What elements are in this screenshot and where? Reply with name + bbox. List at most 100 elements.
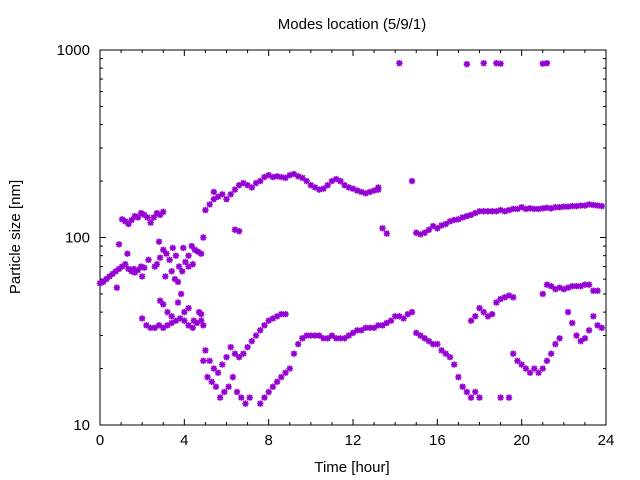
data-point	[160, 324, 167, 331]
data-point	[408, 177, 416, 185]
data-point	[400, 315, 407, 322]
data-point	[510, 205, 517, 213]
data-point	[198, 250, 205, 257]
data-point	[273, 313, 281, 320]
data-point	[324, 335, 331, 342]
data-point	[539, 60, 546, 67]
data-point	[155, 238, 163, 245]
data-point	[169, 244, 176, 252]
data-point	[115, 241, 123, 248]
data-point	[379, 322, 386, 329]
data-point	[311, 184, 319, 191]
data-point	[273, 378, 281, 385]
data-point	[307, 332, 315, 339]
data-point	[240, 179, 247, 187]
data-point	[214, 193, 222, 200]
x-tick-label: 16	[429, 432, 446, 449]
data-point	[497, 394, 504, 401]
data-point	[113, 284, 121, 291]
data-point	[505, 292, 513, 299]
data-point	[174, 299, 182, 306]
x-tick-label: 24	[598, 432, 615, 449]
data-point	[564, 203, 572, 210]
data-point	[417, 231, 424, 238]
data-point	[278, 373, 285, 381]
data-point	[337, 335, 344, 342]
data-point	[522, 365, 530, 372]
data-point	[442, 220, 449, 228]
data-point	[103, 275, 110, 283]
data-point	[115, 265, 123, 273]
data-point	[307, 182, 315, 189]
data-point	[581, 335, 589, 342]
data-point	[246, 394, 253, 401]
data-point	[573, 332, 580, 339]
data-point	[191, 246, 199, 253]
axis-ticks	[99, 49, 607, 426]
data-point	[231, 186, 239, 193]
data-point	[543, 60, 551, 67]
data-point	[194, 248, 202, 255]
data-point	[518, 361, 525, 368]
data-point	[577, 282, 584, 290]
x-tick-label: 12	[345, 432, 362, 449]
plot-border	[99, 49, 607, 426]
data-point	[163, 250, 170, 257]
data-point	[143, 322, 150, 329]
data-point	[303, 177, 310, 185]
data-point	[383, 230, 390, 237]
data-point	[577, 202, 584, 209]
data-point	[125, 220, 132, 228]
data-point	[547, 205, 555, 212]
data-point	[210, 188, 218, 196]
data-point	[590, 287, 597, 294]
data-point	[200, 322, 207, 329]
data-point	[366, 188, 374, 196]
data-point	[168, 319, 175, 327]
data-point	[248, 184, 255, 191]
data-point	[162, 273, 169, 280]
data-point	[446, 218, 454, 225]
data-point	[299, 174, 306, 182]
data-point	[219, 191, 226, 198]
data-point	[202, 206, 209, 214]
data-point	[434, 340, 441, 348]
data-point	[182, 258, 189, 266]
data-point	[396, 60, 403, 67]
data-point	[176, 315, 184, 322]
data-point	[467, 394, 475, 401]
data-point	[189, 261, 196, 268]
data-point	[290, 350, 298, 357]
data-point	[370, 187, 378, 194]
data-point	[153, 261, 161, 268]
data-point	[202, 347, 209, 354]
data-point	[459, 214, 466, 221]
data-point	[488, 208, 496, 215]
data-point	[556, 335, 563, 342]
data-point	[200, 234, 207, 241]
data-point	[438, 222, 445, 229]
data-point	[590, 313, 597, 320]
data-point	[179, 268, 186, 275]
data-point	[316, 332, 323, 339]
data-point	[501, 294, 508, 301]
data-point	[151, 324, 159, 331]
data-point	[488, 310, 496, 318]
data-point	[282, 310, 289, 318]
data-point	[467, 211, 475, 219]
x-axis-label: Time [hour]	[314, 459, 389, 476]
data-point	[145, 256, 152, 264]
data-point	[539, 290, 546, 298]
data-point	[164, 322, 171, 329]
data-point	[328, 177, 336, 185]
data-point	[510, 350, 517, 357]
data-point	[168, 313, 175, 320]
data-point	[535, 205, 542, 213]
y-tick-label: 1000	[57, 42, 90, 59]
data-point	[137, 263, 145, 270]
data-point	[547, 282, 555, 290]
data-point	[180, 244, 187, 252]
data-point	[463, 212, 471, 220]
data-point	[480, 208, 487, 215]
data-point	[198, 310, 205, 318]
